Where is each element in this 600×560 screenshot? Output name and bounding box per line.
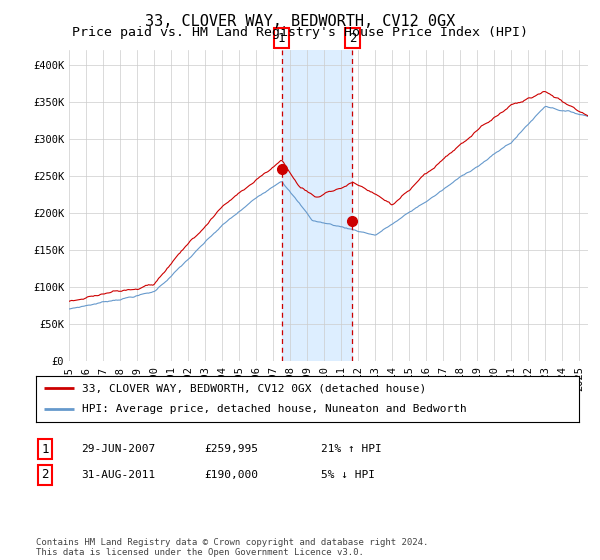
Bar xyxy=(281,50,352,361)
Text: 1: 1 xyxy=(278,32,285,45)
Text: 5% ↓ HPI: 5% ↓ HPI xyxy=(321,470,375,480)
Text: £190,000: £190,000 xyxy=(204,470,258,480)
Text: 31-AUG-2011: 31-AUG-2011 xyxy=(81,470,155,480)
Text: 2: 2 xyxy=(41,468,49,482)
Text: Price paid vs. HM Land Registry's House Price Index (HPI): Price paid vs. HM Land Registry's House … xyxy=(72,26,528,39)
Text: HPI: Average price, detached house, Nuneaton and Bedworth: HPI: Average price, detached house, Nune… xyxy=(82,404,467,414)
Text: 33, CLOVER WAY, BEDWORTH, CV12 0GX: 33, CLOVER WAY, BEDWORTH, CV12 0GX xyxy=(145,14,455,29)
Text: 29-JUN-2007: 29-JUN-2007 xyxy=(81,444,155,454)
Text: 33, CLOVER WAY, BEDWORTH, CV12 0GX (detached house): 33, CLOVER WAY, BEDWORTH, CV12 0GX (deta… xyxy=(82,383,427,393)
Text: 2: 2 xyxy=(349,32,356,45)
Text: £259,995: £259,995 xyxy=(204,444,258,454)
Text: 1: 1 xyxy=(41,442,49,456)
Text: Contains HM Land Registry data © Crown copyright and database right 2024.
This d: Contains HM Land Registry data © Crown c… xyxy=(36,538,428,557)
Text: 21% ↑ HPI: 21% ↑ HPI xyxy=(321,444,382,454)
